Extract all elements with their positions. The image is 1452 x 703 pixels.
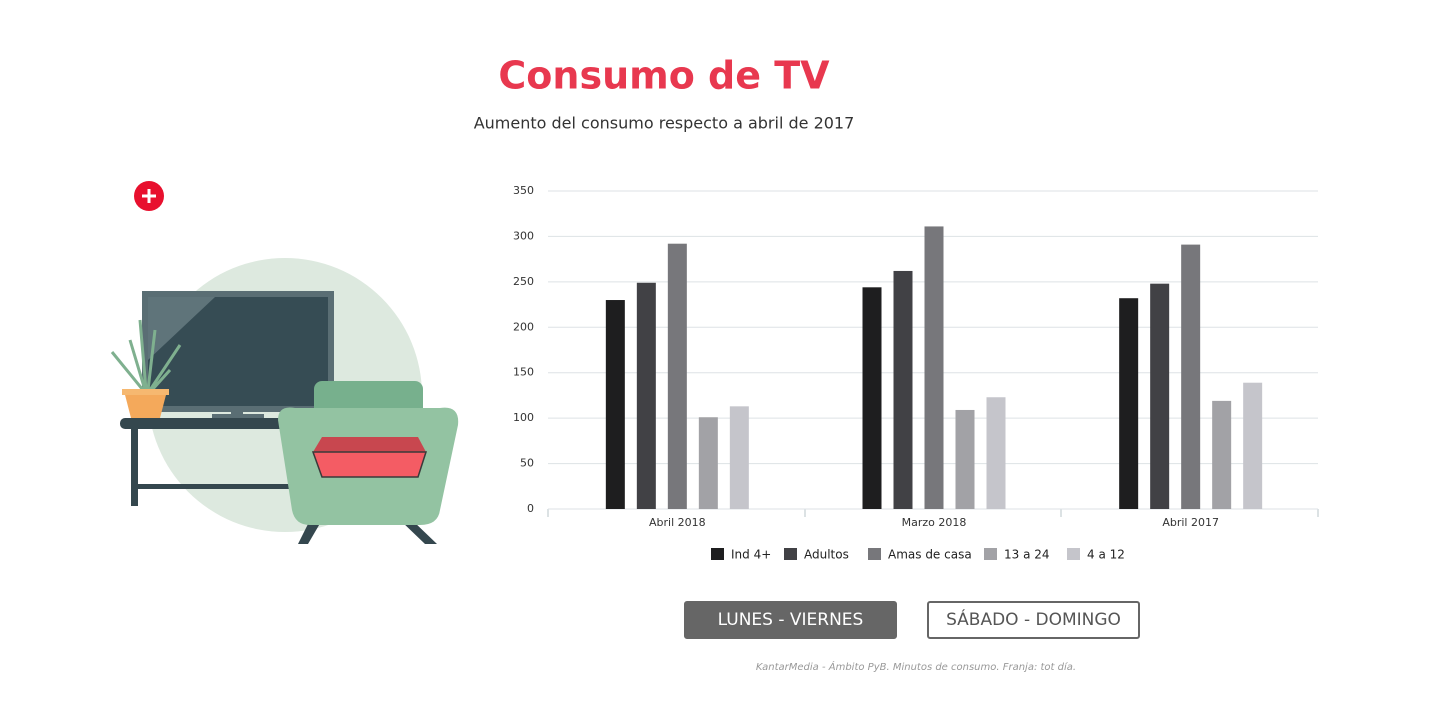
- bar: [729, 406, 749, 509]
- legend-swatch: [784, 548, 797, 560]
- bar: [1243, 382, 1263, 509]
- y-tick-label: 300: [513, 229, 534, 242]
- bar: [1212, 400, 1232, 509]
- y-tick-label: 200: [513, 320, 534, 333]
- plus-icon[interactable]: [134, 181, 164, 211]
- title: Consumo de TV: [498, 54, 830, 98]
- illustration: [110, 258, 459, 544]
- bar: [636, 282, 656, 509]
- legend-swatch: [984, 548, 997, 560]
- footer: KantarMedia - Ámbito PyB. Minutos de con…: [756, 660, 1076, 673]
- legend-swatch: [711, 548, 724, 560]
- bar: [924, 226, 944, 510]
- bar: [605, 300, 625, 509]
- legend-label: Ind 4+: [731, 548, 771, 562]
- x-tick-label: Abril 2018: [649, 516, 706, 529]
- bar: [862, 287, 882, 509]
- y-tick-label: 0: [527, 502, 534, 515]
- y-tick-label: 150: [513, 366, 534, 379]
- bar: [667, 243, 687, 509]
- bar: [698, 417, 718, 509]
- bar: [1181, 244, 1201, 509]
- legend-label: Adultos: [804, 548, 849, 562]
- y-tick-label: 250: [513, 275, 534, 288]
- x-tick-label: Marzo 2018: [902, 516, 967, 529]
- y-tick-label: 50: [520, 457, 534, 470]
- subtitle: Aumento del consumo respecto a abril de …: [474, 114, 855, 133]
- x-tick-label: Abril 2017: [1162, 516, 1219, 529]
- bar: [1119, 298, 1139, 509]
- bar: [986, 397, 1006, 509]
- bar: [1150, 283, 1170, 509]
- bar: [893, 270, 913, 509]
- axis-dividers: [547, 509, 1319, 517]
- legend-swatch: [868, 548, 881, 560]
- y-tick-label: 100: [513, 411, 534, 424]
- bar: [955, 409, 975, 509]
- y-tick-label: 350: [513, 184, 534, 197]
- legend-label: Amas de casa: [888, 548, 972, 562]
- button-weekdays[interactable]: LUNES - VIERNES: [684, 601, 897, 639]
- legend-label: 13 a 24: [1004, 548, 1050, 562]
- button-weekend[interactable]: SÁBADO - DOMINGO: [927, 601, 1140, 639]
- legend-swatch: [1067, 548, 1080, 560]
- legend-label: 4 a 12: [1087, 548, 1125, 562]
